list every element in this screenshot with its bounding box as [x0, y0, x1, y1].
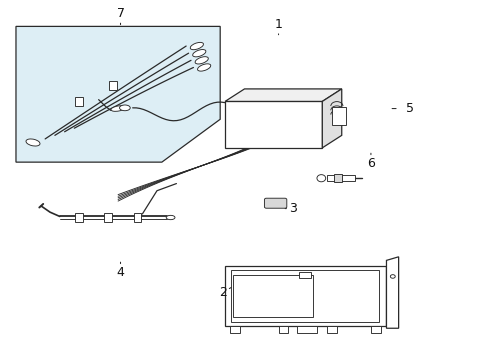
- Text: 1: 1: [274, 18, 282, 35]
- Ellipse shape: [111, 106, 125, 111]
- Polygon shape: [16, 26, 220, 162]
- Ellipse shape: [166, 215, 175, 220]
- Bar: [229, 327, 239, 333]
- Text: 4: 4: [116, 262, 124, 279]
- Bar: [231, 270, 378, 322]
- Ellipse shape: [119, 105, 130, 111]
- Bar: [133, 213, 141, 222]
- Text: 7: 7: [116, 8, 124, 24]
- Bar: [224, 102, 322, 148]
- Ellipse shape: [192, 50, 205, 57]
- Ellipse shape: [26, 139, 40, 146]
- FancyBboxPatch shape: [264, 198, 286, 208]
- Text: 3: 3: [285, 202, 296, 215]
- Bar: [224, 266, 385, 327]
- Ellipse shape: [316, 175, 325, 182]
- Bar: [109, 81, 117, 90]
- Ellipse shape: [190, 42, 203, 50]
- Text: 6: 6: [366, 153, 374, 170]
- Bar: [299, 272, 310, 278]
- Ellipse shape: [195, 57, 208, 64]
- Bar: [326, 175, 355, 181]
- Polygon shape: [224, 89, 341, 102]
- Polygon shape: [386, 257, 398, 328]
- Text: 2: 2: [218, 286, 231, 299]
- Bar: [370, 327, 380, 333]
- Bar: [334, 174, 342, 182]
- Ellipse shape: [197, 64, 210, 71]
- Bar: [233, 275, 313, 317]
- Text: 5: 5: [391, 102, 413, 115]
- Bar: [297, 327, 316, 333]
- Ellipse shape: [389, 275, 394, 278]
- Bar: [104, 213, 112, 222]
- Bar: [278, 327, 287, 333]
- Polygon shape: [322, 89, 341, 148]
- Bar: [331, 107, 345, 125]
- Bar: [326, 327, 336, 333]
- Bar: [75, 97, 83, 106]
- Bar: [75, 213, 83, 222]
